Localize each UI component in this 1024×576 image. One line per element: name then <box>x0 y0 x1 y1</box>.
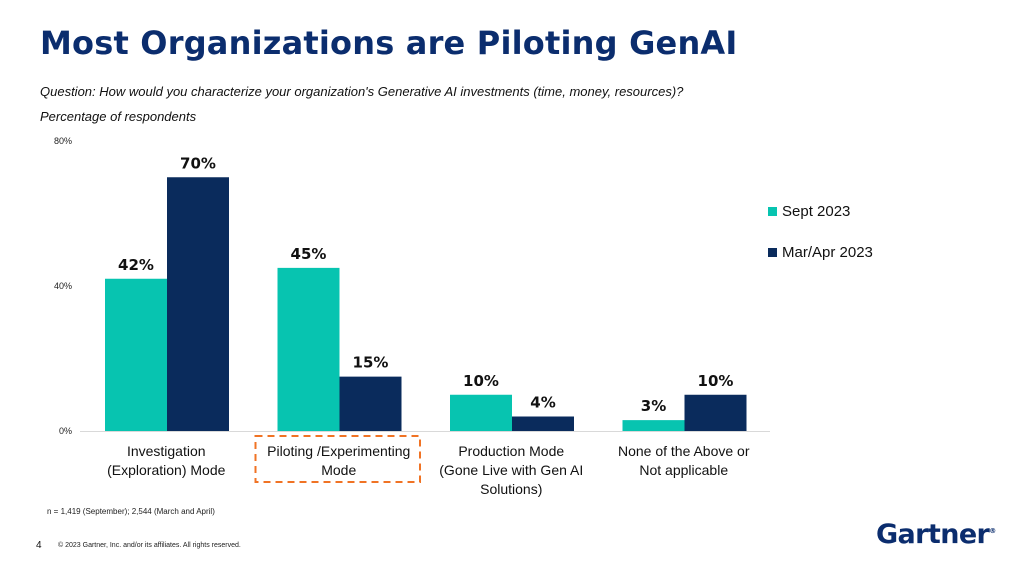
data-label: 4% <box>530 394 555 412</box>
data-label: 42% <box>118 256 154 274</box>
legend-swatch <box>768 207 777 216</box>
category-label-line: Piloting /Experimenting <box>267 443 410 459</box>
data-label: 10% <box>463 372 499 390</box>
legend-label: Sept 2023 <box>782 203 850 220</box>
survey-question: Question: How would you characterize you… <box>40 84 684 99</box>
category-label-line: Production Mode <box>458 443 564 459</box>
legend-label: Mar/Apr 2023 <box>782 244 873 261</box>
category-label-line: Solutions) <box>480 481 542 497</box>
y-tick-label: 40% <box>54 281 72 291</box>
category-label: Production Mode (Gone Live with Gen AI Sol… <box>439 443 583 497</box>
bar <box>277 267 340 431</box>
logo-text: Gartner <box>876 519 990 550</box>
data-label: 45% <box>291 245 327 263</box>
category-label: None of the Above or Not applicable <box>618 443 750 478</box>
y-tick-label: 0% <box>59 426 72 436</box>
category-label-line: Mode <box>321 462 356 478</box>
page-number: 4 <box>36 540 42 551</box>
bar <box>622 420 685 431</box>
y-tick-label: 80% <box>54 136 72 146</box>
bar <box>684 394 747 431</box>
copyright-notice: © 2023 Gartner, Inc. and/or its affiliat… <box>58 542 241 549</box>
page-title: Most Organizations are Piloting GenAI <box>40 24 738 62</box>
category-label-line: Not applicable <box>639 462 728 478</box>
category-label-line: (Exploration) Mode <box>107 462 225 478</box>
bar <box>450 394 512 431</box>
bar <box>339 376 402 431</box>
bar <box>167 177 229 431</box>
data-label: 3% <box>641 397 666 415</box>
metric-label: Percentage of respondents <box>40 109 197 124</box>
data-label: 15% <box>353 354 389 372</box>
highlight-box <box>254 435 421 483</box>
data-label: 70% <box>180 154 216 172</box>
registered-mark: ® <box>989 527 997 535</box>
data-label: 10% <box>698 372 734 390</box>
category-label: Piloting /Experimenting Mode <box>267 443 410 478</box>
category-label: Investigation (Exploration) Mode <box>107 443 225 478</box>
bar <box>512 416 574 431</box>
sample-size-note: n = 1,419 (September); 2,544 (March and … <box>47 507 215 516</box>
bar <box>105 278 167 431</box>
legend-swatch <box>768 248 777 257</box>
category-label-line: None of the Above or <box>618 443 750 459</box>
gartner-logo: Gartner® <box>876 519 996 550</box>
category-label-line: (Gone Live with Gen AI <box>439 462 583 478</box>
category-label-line: Investigation <box>127 443 206 459</box>
